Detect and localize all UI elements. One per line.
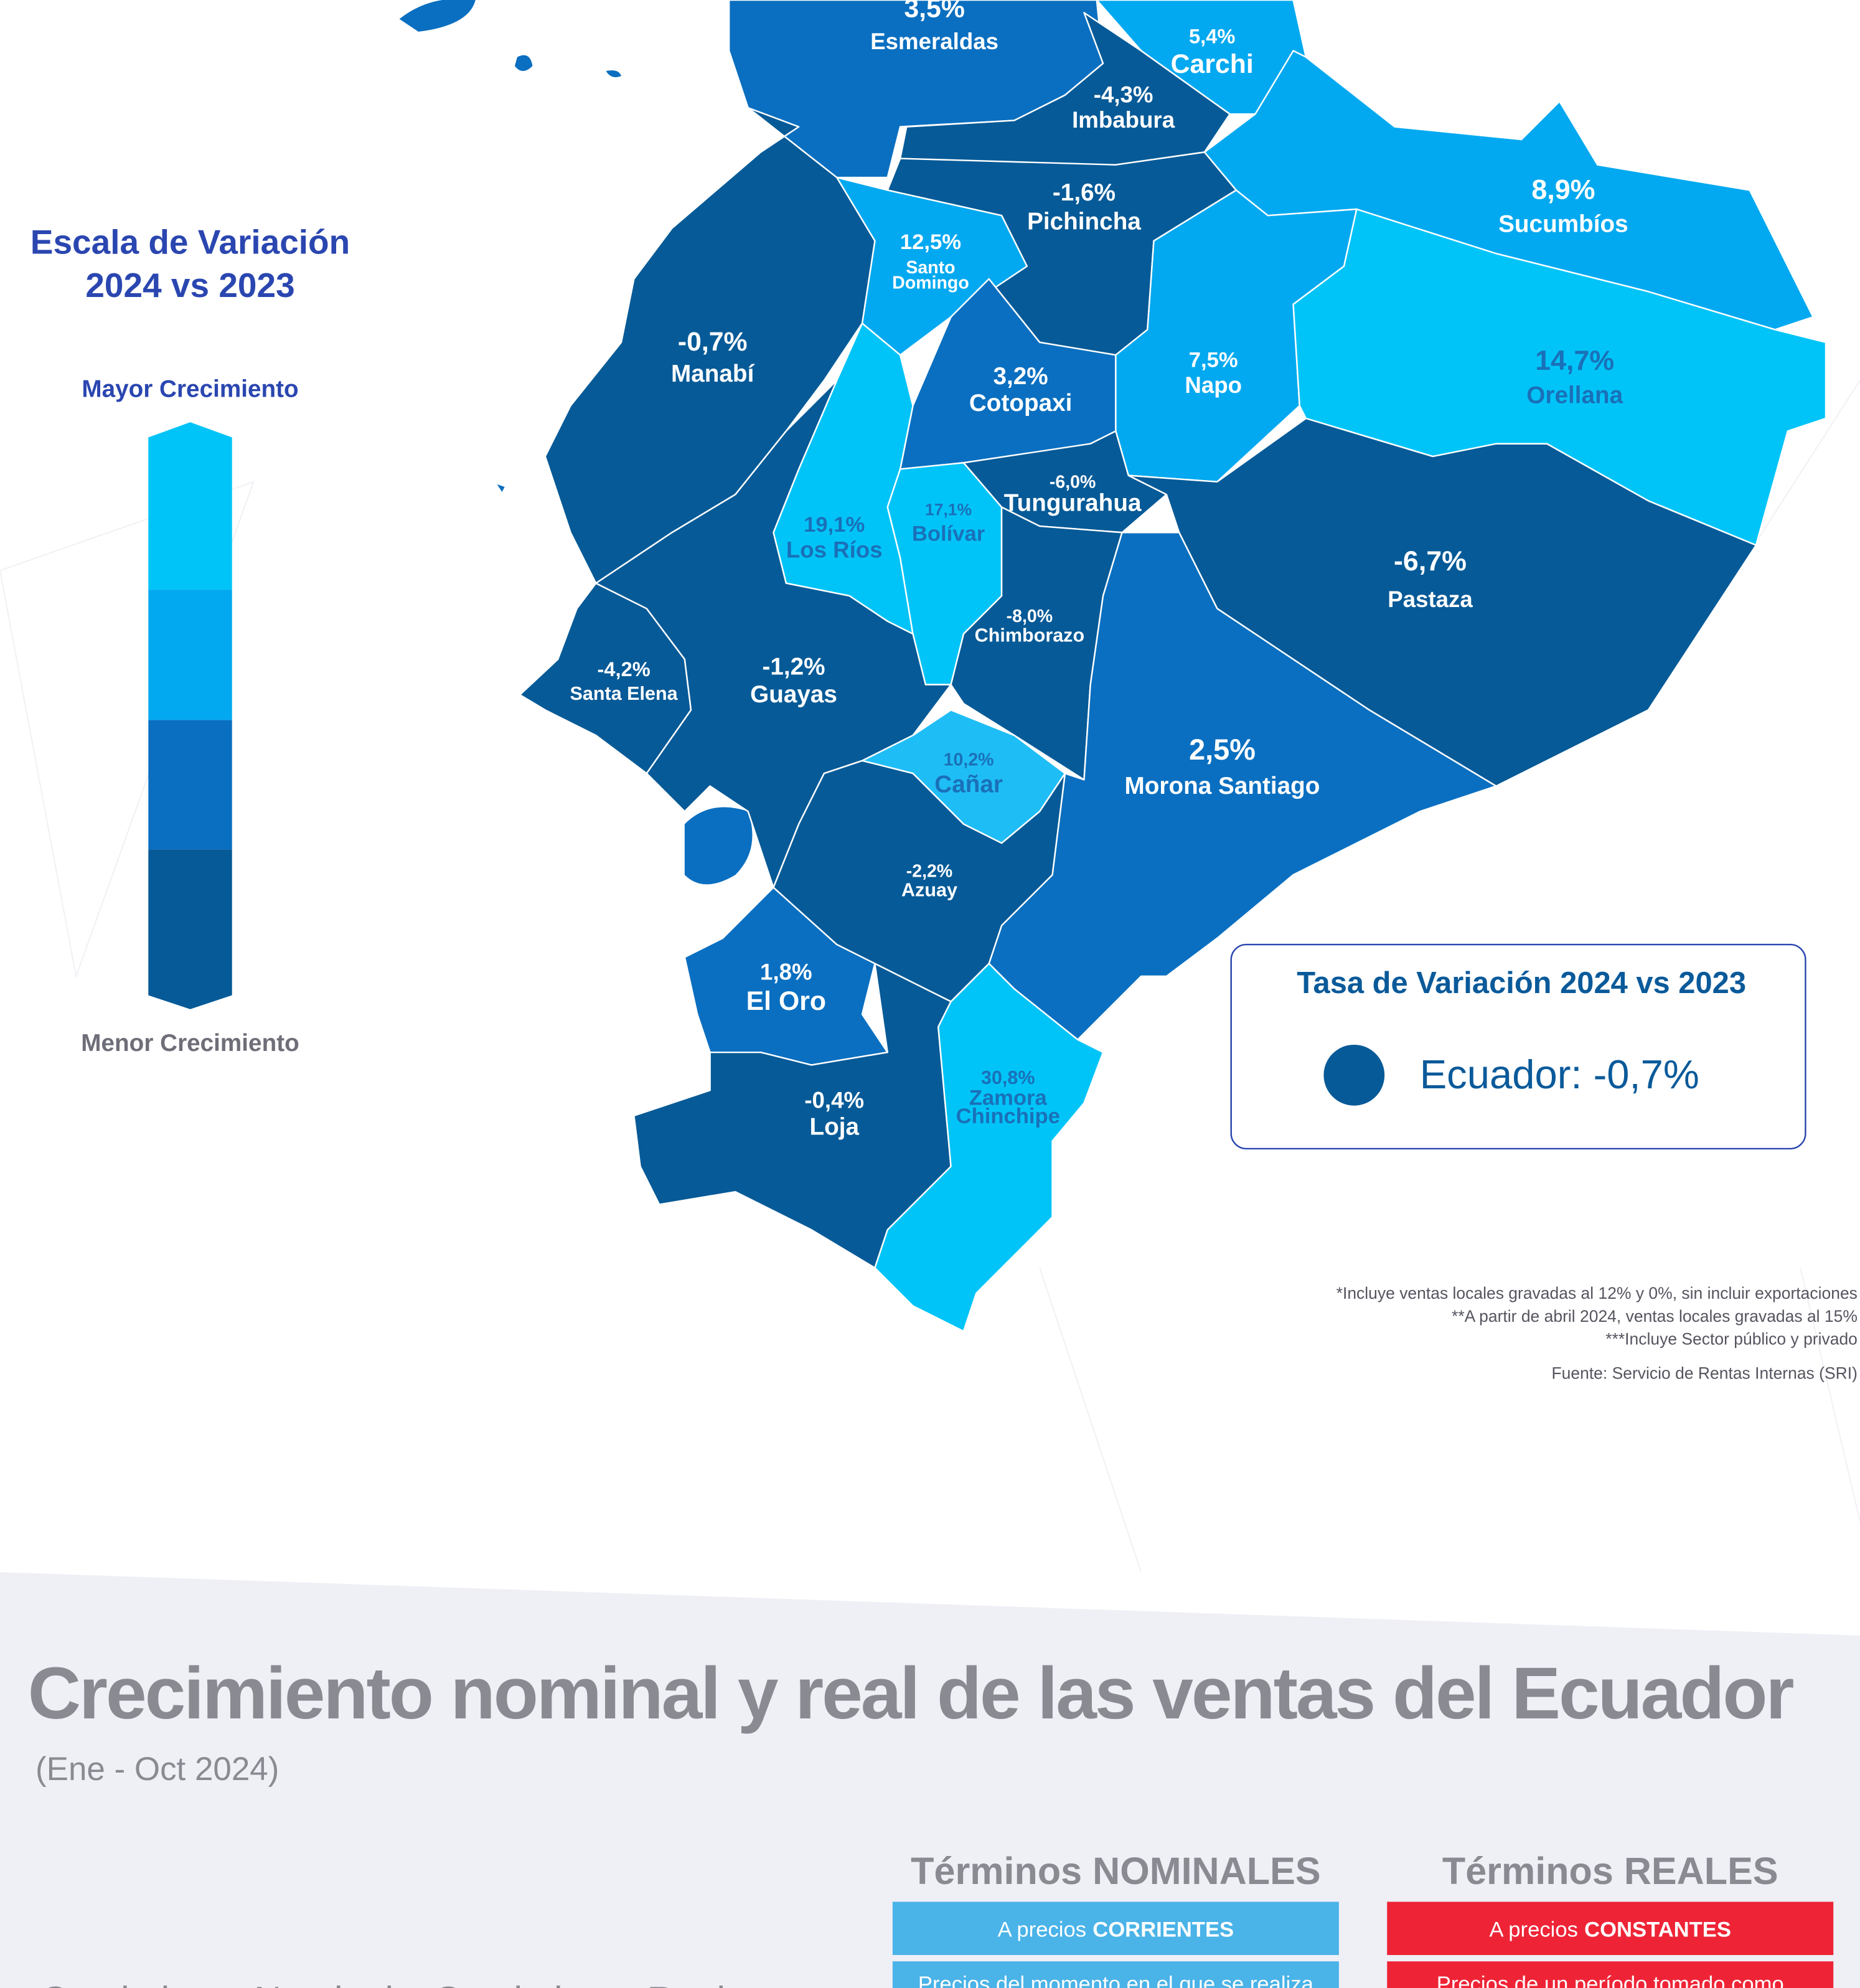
scale-segment (148, 422, 232, 590)
province-value: 30,8% (981, 1067, 1035, 1088)
section-left-text: Crecimiento Nominal y Crecimiento Real (40, 1979, 725, 1988)
province-value: -4,2% (598, 658, 651, 681)
province-value: -1,2% (762, 653, 825, 680)
island (684, 807, 753, 885)
province-name: Bolívar (912, 522, 985, 545)
province-name: Loja (809, 1114, 859, 1141)
province-value: -8,0% (1007, 606, 1053, 626)
scale-segment (148, 849, 232, 1009)
real-heading: Términos REALES (1442, 1850, 1778, 1892)
province-name: Azuay (901, 880, 957, 901)
province-value: 14,7% (1535, 345, 1614, 376)
province-name: Pastaza (1388, 587, 1473, 612)
nominal-box (892, 1901, 1339, 1956)
province-value: 10,2% (944, 750, 994, 770)
province-shape (950, 506, 1123, 781)
province-value: -4,3% (1094, 82, 1153, 107)
section-background (0, 1572, 1860, 1988)
section-title: Crecimiento nominal y real de las ventas… (28, 1652, 1794, 1735)
province-value: -0,7% (678, 327, 748, 357)
summary-dot (1323, 1044, 1385, 1106)
province-shape (988, 532, 1497, 1041)
scale-segment (148, 720, 232, 850)
province-value: 8,9% (1531, 174, 1595, 205)
province-name: Orellana (1526, 382, 1623, 409)
map: 3,5% Esmeraldas 5,4%Carchi -4,3%Imbabura -1,… (399, 0, 1827, 1332)
island (497, 484, 505, 492)
note: *Incluye ventas locales gravadas al 12% … (1336, 1284, 1858, 1303)
province-name: El Oro (746, 986, 826, 1016)
province-name: Santo (906, 258, 955, 278)
province-name: Esmeraldas (870, 29, 998, 54)
scale-segment (148, 589, 232, 720)
province-value: -2,2% (906, 862, 952, 882)
province-name: Napo (1185, 372, 1242, 398)
province-name: Pichincha (1027, 209, 1141, 235)
province-shape (544, 106, 876, 584)
nominal-detail: Precios del momento en el que se realiza (918, 1972, 1314, 1988)
box-emphasis: CORRIENTES (1092, 1918, 1234, 1942)
box-emphasis: CONSTANTES (1584, 1918, 1731, 1942)
province-value: 2,5% (1189, 733, 1256, 766)
note: ***Incluye Sector público y privado (1605, 1329, 1858, 1348)
nominal-heading: Términos NOMINALES (911, 1850, 1320, 1892)
province-name: Imbabura (1072, 107, 1175, 133)
scale-title: Escala de Variación (31, 223, 350, 261)
province-name: Carchi (1171, 49, 1254, 79)
province-value: 5,4% (1189, 26, 1235, 48)
scale-top-label: Mayor Crecimiento (82, 375, 298, 402)
province-shape (683, 887, 888, 1066)
province-name: Tungurahua (1004, 490, 1142, 517)
province-name: Cotopaxi (969, 390, 1073, 417)
scale-bar (148, 422, 232, 1009)
summary-title: Tasa de Variación 2024 vs 2023 (1297, 966, 1746, 1000)
island (399, 0, 476, 32)
real-box-text: A precios CONSTANTES (1490, 1918, 1731, 1942)
province-value: 3,2% (993, 363, 1048, 390)
province-value: 12,5% (900, 230, 961, 254)
province-value: 17,1% (925, 501, 972, 519)
summary-box (1230, 943, 1806, 1150)
province-name: Morona Santiago (1125, 773, 1320, 799)
province-value: -0,4% (804, 1087, 864, 1113)
province-value: 1,8% (760, 959, 812, 985)
province-name: Santa Elena (570, 683, 679, 704)
note: Fuente: Servicio de Rentas Internas (SRI… (1551, 1364, 1857, 1382)
box-prefix: A precios (998, 1918, 1086, 1942)
notes: *Incluye ventas locales gravadas al 12% … (1336, 1284, 1858, 1382)
nominal-box-text: A precios CORRIENTES (998, 1918, 1234, 1942)
real-detail: Precios de un período tomado como (1437, 1972, 1784, 1988)
province-name: Sucumbíos (1498, 211, 1628, 238)
province-value: -6,7% (1394, 545, 1467, 577)
scale-title: 2024 vs 2023 (85, 266, 294, 304)
province-name: Zamora (969, 1086, 1048, 1110)
scale-bottom-label: Menor Crecimiento (81, 1030, 299, 1057)
province-value: 19,1% (804, 513, 865, 537)
island (514, 55, 533, 72)
province-name: Manabí (671, 360, 755, 387)
section-subtitle: (Ene - Oct 2024) (35, 1751, 279, 1788)
note: **A partir de abril 2024, ventas locales… (1452, 1307, 1858, 1326)
province-name: Los Ríos (786, 537, 883, 563)
province-name: Domingo (892, 273, 969, 293)
nominal-detail-box (892, 1961, 1339, 1988)
province-name: Guayas (750, 681, 837, 708)
real-box (1387, 1901, 1834, 1956)
province-name: Chimborazo (975, 624, 1084, 646)
province-name: Cañar (934, 771, 1003, 798)
box-prefix: A precios (1490, 1918, 1578, 1942)
province-shape (874, 963, 1104, 1332)
province-value: -1,6% (1053, 179, 1116, 206)
province-name: Chinchipe (956, 1105, 1060, 1128)
province-value: -6,0% (1050, 472, 1096, 492)
province-value: 3,5% (904, 0, 964, 24)
province-value: 7,5% (1189, 349, 1238, 372)
island (606, 70, 622, 78)
real-detail-box (1387, 1961, 1834, 1988)
summary-label: Ecuador: -0,7% (1420, 1052, 1699, 1097)
